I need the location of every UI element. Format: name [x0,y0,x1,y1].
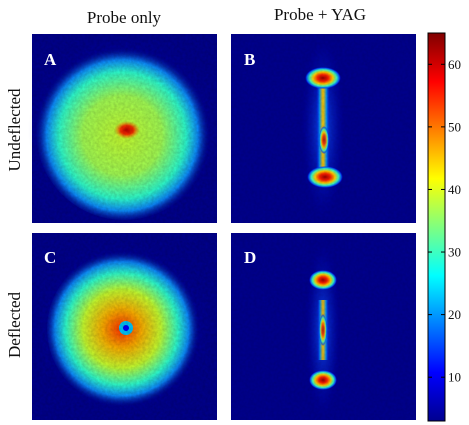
panel-b-speckle [231,34,416,223]
panel-d-speckle [231,233,416,420]
panel-b-letter: B [244,50,255,69]
panel-c-speckle [32,233,217,420]
colorbar-tick-label-10: 10 [448,370,461,385]
panel-d-letter: D [244,248,256,267]
column-title-probe-yag: Probe + YAG [274,5,366,24]
row-title-undeflected: Undeflected [5,88,24,172]
row-title-deflected: Deflected [5,291,24,358]
panel-c-letter: C [44,248,56,267]
panel-a-letter: A [44,50,57,69]
panel-a-speckle [32,34,217,223]
colorbar-tick-label-40: 40 [448,182,461,197]
panel-b: B [231,34,416,223]
colorbar-tick-label-20: 20 [448,307,461,322]
colorbar-gradient [427,32,446,422]
colorbar-tick-label-50: 50 [448,119,461,134]
colorbar-tick-label-60: 60 [448,57,461,72]
panel-a: A [28,34,220,226]
colorbar-ticks: 10 20 30 40 50 60 [428,57,461,385]
column-title-probe-only: Probe only [87,8,162,27]
panel-c: C [32,233,217,420]
colorbar: 10 20 30 40 50 60 [427,32,461,422]
colorbar-tick-label-30: 30 [448,245,461,260]
panel-d: D [231,233,416,420]
